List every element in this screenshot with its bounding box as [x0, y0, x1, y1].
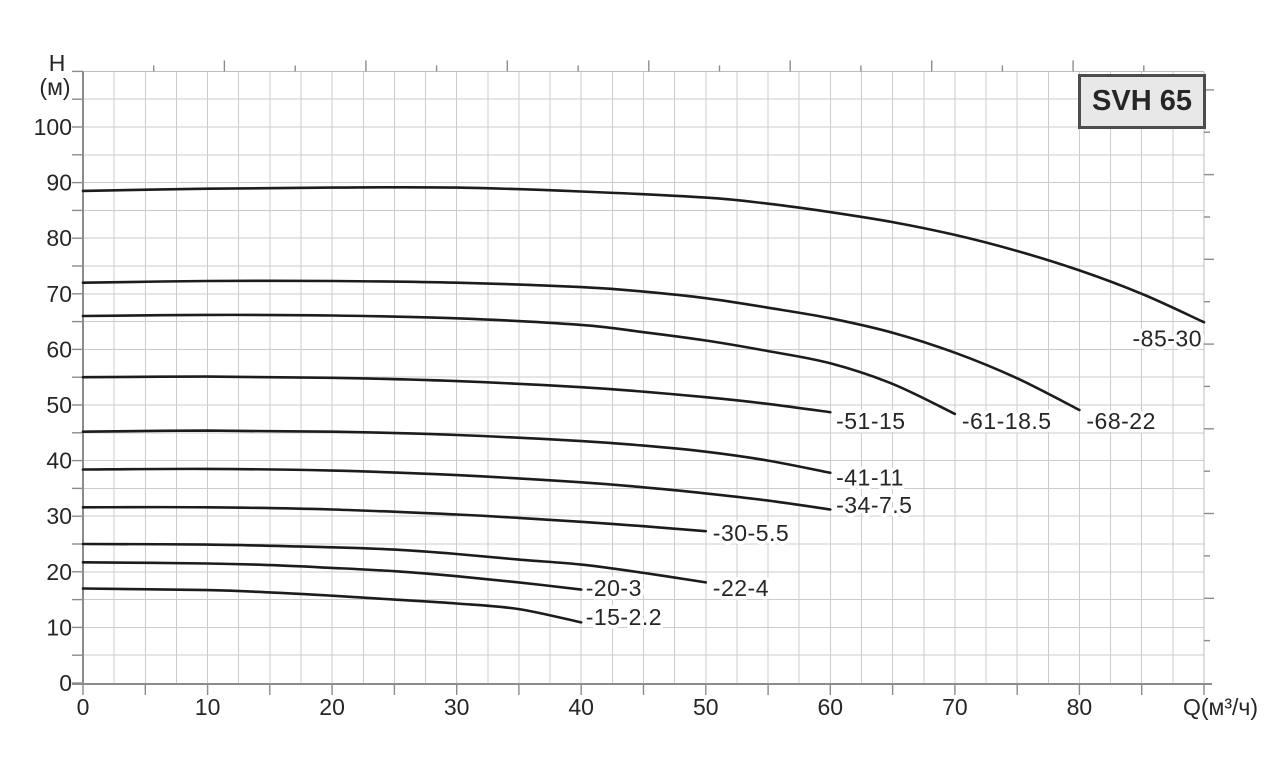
y-tick-label: 100: [34, 114, 72, 140]
tick-labels: 0 10 20 30 40 50 60 70 80 0 10 20 30 40 50 60 70 80 90 100 Q…: [34, 50, 1258, 720]
y-tick-label: 90: [46, 170, 72, 196]
pump-curve-51-15: [81, 375, 832, 414]
y-tick-label: 60: [46, 336, 72, 362]
x-tick-label: 60: [818, 694, 844, 720]
y-tick-label: 0: [59, 670, 72, 696]
model-label-box: SVH 65: [1078, 74, 1206, 129]
grid: [83, 71, 1204, 683]
x-tick-label: 40: [568, 694, 594, 720]
pump-curve-15-2-2: [81, 587, 583, 624]
curve-label: -30-5.5: [713, 520, 789, 546]
y-tick-label: 30: [46, 503, 72, 529]
curve-label: -51-15: [836, 408, 905, 434]
curve-label: -15-2.2: [586, 604, 662, 630]
x-tick-label: 0: [77, 694, 90, 720]
y-tick-label: 80: [46, 225, 72, 251]
pump-curve-61-18-5: [81, 313, 957, 416]
x-tick-label: 80: [1067, 694, 1093, 720]
pump-curve-22-4: [81, 542, 708, 584]
x-tick-label: 10: [195, 694, 221, 720]
pump-curve-68-22: [81, 279, 1081, 412]
curve-label: -68-22: [1086, 408, 1155, 434]
curve-label: -34-7.5: [836, 492, 912, 518]
x-tick-label: 50: [693, 694, 719, 720]
pump-curve-20-3: [81, 561, 583, 591]
y-tick-label: 10: [46, 614, 72, 640]
y-tick-label: 70: [46, 281, 72, 307]
curve-label: -20-3: [586, 575, 642, 601]
pump-curve-34-7-5: [81, 467, 832, 511]
y-tick-label: 50: [46, 392, 72, 418]
pump-curve-85-30: [81, 185, 1206, 324]
x-tick-label: 20: [319, 694, 345, 720]
ticks: [72, 60, 1214, 695]
plot-frame: [83, 70, 1205, 683]
curve-label: -61-18.5: [962, 408, 1052, 434]
pump-curve-30-5-5: [81, 505, 708, 533]
model-label: SVH 65: [1092, 85, 1192, 117]
y-tick-label: 40: [46, 448, 72, 474]
x-tick-label: 70: [942, 694, 968, 720]
y-axis-title-line1: H: [49, 50, 66, 76]
x-tick-label: 30: [444, 694, 470, 720]
curves: [81, 185, 1206, 624]
x-axis-title: Q(м³/ч): [1183, 694, 1258, 720]
y-tick-label: 20: [46, 559, 72, 585]
pump-curve-41-11: [81, 429, 832, 475]
curve-labels: -85-30 -68-22 -61-18.5 -51-15 -41-11-34-7.5 -…: [582, 322, 1205, 634]
y-axis-title-line2: (м): [39, 74, 70, 100]
curve-label: -85-30: [1133, 325, 1202, 351]
curve-label: -41-11: [836, 464, 904, 490]
curve-label: -22-4: [713, 575, 769, 601]
